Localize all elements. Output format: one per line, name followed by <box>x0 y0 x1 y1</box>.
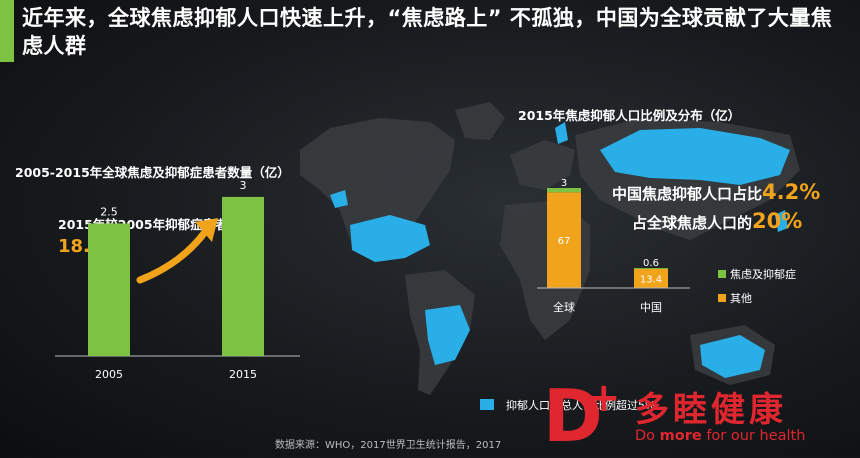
right-label-other-中国: 13.4 <box>640 274 662 285</box>
map-north-america <box>300 118 455 255</box>
china-share-label: 中国焦虑抑郁人口占比 <box>612 185 763 203</box>
accent-bar <box>0 0 14 62</box>
left-bar-2015 <box>222 196 264 356</box>
map-highlight-sweden <box>555 122 568 144</box>
china-share-stat: 中国焦虑抑郁人口占比4.2% <box>612 180 820 204</box>
map-europe <box>510 140 575 190</box>
legend-label-1: 其他 <box>730 292 752 305</box>
logo-slogan-bold: more <box>659 428 702 444</box>
map-highlight-usa <box>350 215 430 262</box>
right-bar-other-中国 <box>634 268 668 288</box>
right-bar-other-全球 <box>547 192 581 288</box>
logo-plus-icon: + <box>587 375 621 421</box>
legend-swatch-0 <box>718 270 726 278</box>
map-highlight-australia <box>700 335 765 378</box>
legend-label-0: 焦虑及抑郁症 <box>730 267 796 281</box>
logo-slogan-post: for our health <box>701 428 806 444</box>
logo-chinese-name: 多睦健康 <box>635 390 787 430</box>
left-bar-value-2015: 3 <box>240 179 247 192</box>
right-bar-anxiety-全球 <box>547 188 581 193</box>
map-legend-swatch <box>480 399 494 410</box>
map-highlight-brazil <box>425 305 470 365</box>
brand-logo: D + 多睦健康 Do more for our health <box>543 378 848 456</box>
map-highlight-canada <box>330 190 348 208</box>
left-tick-2005: 2005 <box>95 368 123 381</box>
right-tick-全球: 全球 <box>553 300 575 314</box>
left-bar-2005 <box>88 223 130 356</box>
right-label-anxiety-全球: 3 <box>561 178 567 189</box>
logo-d-mark: D <box>543 374 603 458</box>
page-title: 近年来，全球焦虑抑郁人口快速上升，“焦虑路上” 不孤独，中国为全球贡献了大量焦虑… <box>22 6 833 58</box>
global-share-value: 20% <box>752 209 803 233</box>
map-legend-label: 抑郁人口占总人口比例超过5% <box>506 398 655 412</box>
global-share-stat: 占全球焦虑人口的20% <box>632 209 802 233</box>
right-chart-title: 2015年焦虑抑郁人口比例及分布（亿） <box>518 108 740 123</box>
map-greenland <box>455 102 505 140</box>
left-bar-value-2005: 2.5 <box>100 205 118 218</box>
logo-slogan: Do more for our health <box>635 428 805 444</box>
right-label-anxiety-中国: 0.6 <box>643 258 659 269</box>
right-tick-中国: 中国 <box>640 301 662 314</box>
left-tick-2015: 2015 <box>229 368 257 381</box>
china-share-value: 4.2% <box>762 180 821 204</box>
left-chart-title: 2005-2015年全球焦虑及抑郁症患者数量（亿） <box>15 165 290 180</box>
legend-swatch-1 <box>718 294 726 302</box>
growth-arrow <box>136 218 218 284</box>
right-label-other-全球: 67 <box>558 236 571 247</box>
source-note: 数据来源：WHO，2017世界卫生统计报告，2017 <box>275 440 502 451</box>
global-share-label: 占全球焦虑人口的 <box>632 214 753 232</box>
right-bar-anxiety-中国 <box>634 268 668 269</box>
map-highlight-japan <box>775 210 788 232</box>
map-highlight-russia <box>600 128 790 185</box>
logo-slogan-pre: Do <box>635 428 660 444</box>
